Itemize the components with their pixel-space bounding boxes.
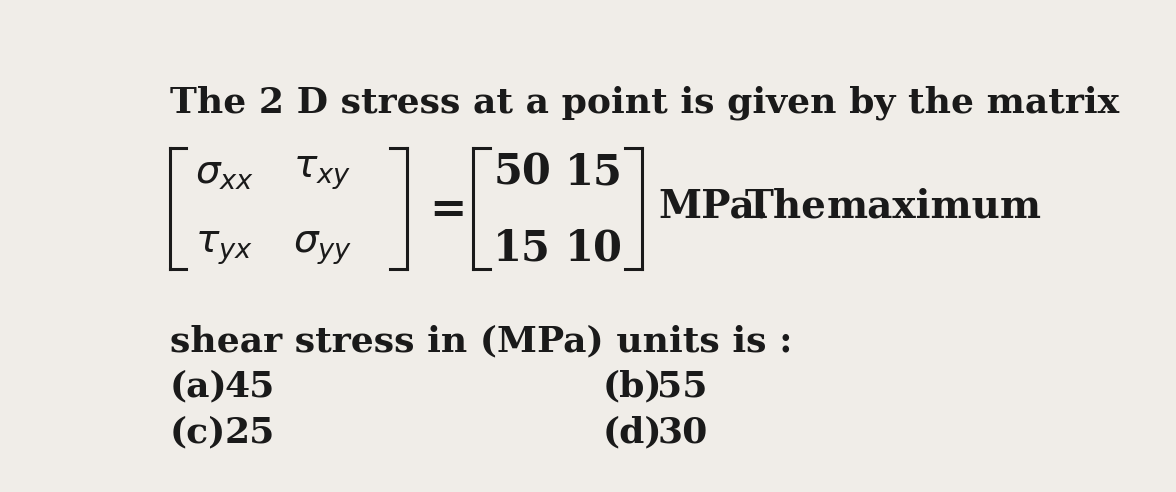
Text: (b): (b): [603, 369, 662, 404]
Text: MPa.: MPa.: [659, 188, 769, 226]
Text: The: The: [744, 188, 827, 226]
Text: (a): (a): [169, 369, 227, 404]
Text: shear stress in (MPa) units is :: shear stress in (MPa) units is :: [169, 324, 793, 358]
Text: 45: 45: [225, 369, 275, 404]
Text: $\sigma_{yy}$: $\sigma_{yy}$: [293, 229, 352, 268]
Text: 25: 25: [225, 415, 275, 449]
Text: $\tau_{yx}$: $\tau_{yx}$: [195, 229, 253, 268]
Text: 15: 15: [494, 227, 552, 270]
Text: $\tau_{xy}$: $\tau_{xy}$: [293, 154, 350, 192]
Text: 10: 10: [564, 227, 622, 270]
Text: 50: 50: [494, 152, 552, 194]
Text: =: =: [429, 189, 467, 232]
Text: $\sigma_{xx}$: $\sigma_{xx}$: [195, 154, 254, 192]
Text: (c): (c): [169, 415, 226, 449]
Text: maximum: maximum: [827, 188, 1042, 226]
Text: The 2 D stress at a point is given by the matrix: The 2 D stress at a point is given by th…: [169, 86, 1118, 120]
Text: 55: 55: [657, 369, 708, 404]
Text: 30: 30: [657, 415, 708, 449]
Text: (d): (d): [603, 415, 662, 449]
Text: 15: 15: [564, 152, 622, 194]
